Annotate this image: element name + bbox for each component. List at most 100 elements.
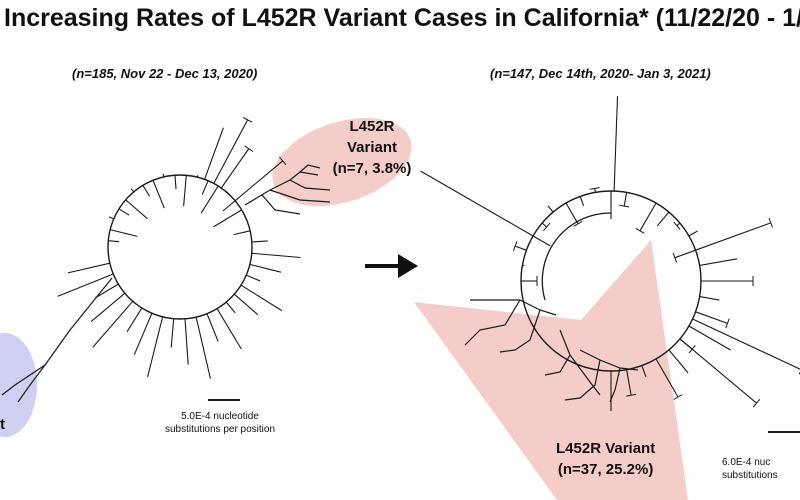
- right-variant-label-line1: L452R Variant: [556, 440, 656, 457]
- tree-branch: [655, 358, 679, 398]
- tree-branch: [142, 185, 151, 197]
- tree-branch: [206, 313, 219, 342]
- tree-branch: [118, 208, 130, 216]
- tree-branch: [108, 240, 120, 243]
- tree-branch: [699, 296, 720, 301]
- right-variant-clade: [464, 299, 639, 403]
- tree-branch: [515, 245, 527, 251]
- tree-branch: [233, 293, 259, 316]
- right-scale-label-line1: 6.0E-4 nuc: [722, 457, 771, 468]
- tree-branch: [246, 274, 261, 282]
- tree-branch: [94, 283, 119, 299]
- tree-branch: [184, 318, 189, 365]
- tree-branch: [147, 316, 164, 378]
- right-variant-label-line2: (n=37, 25.2%): [557, 461, 654, 478]
- tree-branch-tip: [752, 398, 761, 408]
- tree-branch: [92, 300, 134, 348]
- tree-branch: [213, 209, 242, 228]
- tree-branch: [541, 222, 548, 228]
- tree-branch-tip: [626, 393, 637, 397]
- tree-branch: [656, 211, 670, 227]
- tree-branch: [251, 252, 301, 259]
- tree-branch: [579, 196, 585, 206]
- tree-branch: [547, 205, 554, 213]
- tree-branch-tip: [672, 252, 678, 263]
- tree-branch: [594, 188, 596, 193]
- right-scale-label-line2: substitutions: [722, 470, 778, 481]
- tree-branch: [692, 318, 800, 370]
- right-tree-branches: [420, 96, 800, 411]
- tree-branch: [130, 188, 135, 193]
- left-outside-clade: [1, 277, 113, 403]
- tree-branch: [200, 185, 219, 214]
- tree-branch: [109, 229, 138, 237]
- tree-branch: [204, 127, 224, 180]
- right-arrow-icon: [365, 254, 418, 278]
- tree-branch-tip: [244, 145, 254, 153]
- right-tree-inner-arc: [541, 212, 612, 301]
- tree-branch-tip: [573, 220, 583, 227]
- tree-branch: [125, 199, 148, 220]
- tree-branch: [699, 258, 738, 266]
- tree-branch: [170, 318, 175, 348]
- tree-branch: [695, 311, 728, 324]
- right-variant-label: L452R Variant (n=37, 25.2%): [556, 438, 655, 480]
- left-tree-subtitle: (n=185, Nov 22 - Dec 13, 2020): [72, 66, 258, 81]
- tree-branch: [201, 180, 209, 195]
- left-variant-clade: [244, 164, 331, 215]
- left-variant-highlight: [272, 117, 412, 207]
- left-variant-label-line3: (n=7, 3.8%): [332, 160, 412, 177]
- tree-branch-tip: [725, 318, 730, 329]
- tree-branch: [688, 325, 731, 351]
- tree-branch-tip: [512, 241, 518, 251]
- tree-branch-tip: [242, 117, 253, 123]
- right-tree-subtitle: (n=147, Dec 14th, 2020- Jan 3, 2021): [490, 66, 711, 81]
- left-tree-branches: [57, 117, 301, 379]
- tree-branch: [108, 216, 114, 220]
- tree-branch: [688, 230, 698, 237]
- left-scale-label-line1: 5.0E-4 nucleotide: [181, 411, 259, 422]
- left-variant-label-line2: Variant: [346, 139, 398, 156]
- tree-branch: [626, 369, 632, 396]
- tree-branch: [532, 235, 551, 247]
- tree-branch: [233, 230, 251, 236]
- left-variant-label-line1: L452R: [349, 118, 395, 135]
- tree-branch: [679, 338, 757, 404]
- tree-branch: [249, 263, 282, 273]
- left-outside-label: t: [0, 416, 5, 433]
- tree-branch: [152, 179, 165, 209]
- tree-branch: [196, 175, 199, 178]
- tree-branch: [676, 222, 681, 227]
- right-variant-highlight: [414, 240, 688, 500]
- tree-branch: [57, 273, 114, 297]
- tree-branch: [623, 192, 628, 207]
- tree-branch: [195, 317, 211, 379]
- tree-branch: [220, 148, 250, 189]
- right-scale-label: 6.0E-4 nuc substitutions: [722, 456, 778, 482]
- tree-branch: [695, 222, 771, 251]
- tree-branch: [674, 249, 696, 259]
- tree-branch-tip: [619, 204, 630, 208]
- tree-branch-tip: [543, 222, 551, 232]
- left-outside-variant-highlight: [0, 333, 37, 437]
- tree-branch-tip: [673, 221, 681, 230]
- tree-branch: [174, 175, 177, 190]
- tree-branch: [67, 262, 110, 274]
- tree-branch: [234, 160, 283, 202]
- tree-branch: [639, 202, 657, 232]
- tree-branch-tip: [673, 394, 683, 400]
- tree-branch: [226, 191, 229, 194]
- tree-branch: [251, 240, 268, 243]
- tree-branch: [222, 200, 236, 212]
- tree-branch: [162, 173, 165, 177]
- left-variant-label: L452R Variant (n=7, 3.8%): [328, 116, 416, 179]
- left-scale-label: 5.0E-4 nucleotide substitutions per posi…: [150, 410, 290, 436]
- tree-branch: [225, 301, 236, 314]
- tree-branch: [420, 170, 534, 237]
- tree-branch: [183, 175, 187, 207]
- tree-branch-tip: [279, 156, 287, 166]
- left-scale-label-line2: substitutions per position: [164, 424, 276, 435]
- left-tree-ring: [107, 174, 253, 320]
- tree-branch: [613, 96, 619, 192]
- tree-branch: [126, 307, 143, 333]
